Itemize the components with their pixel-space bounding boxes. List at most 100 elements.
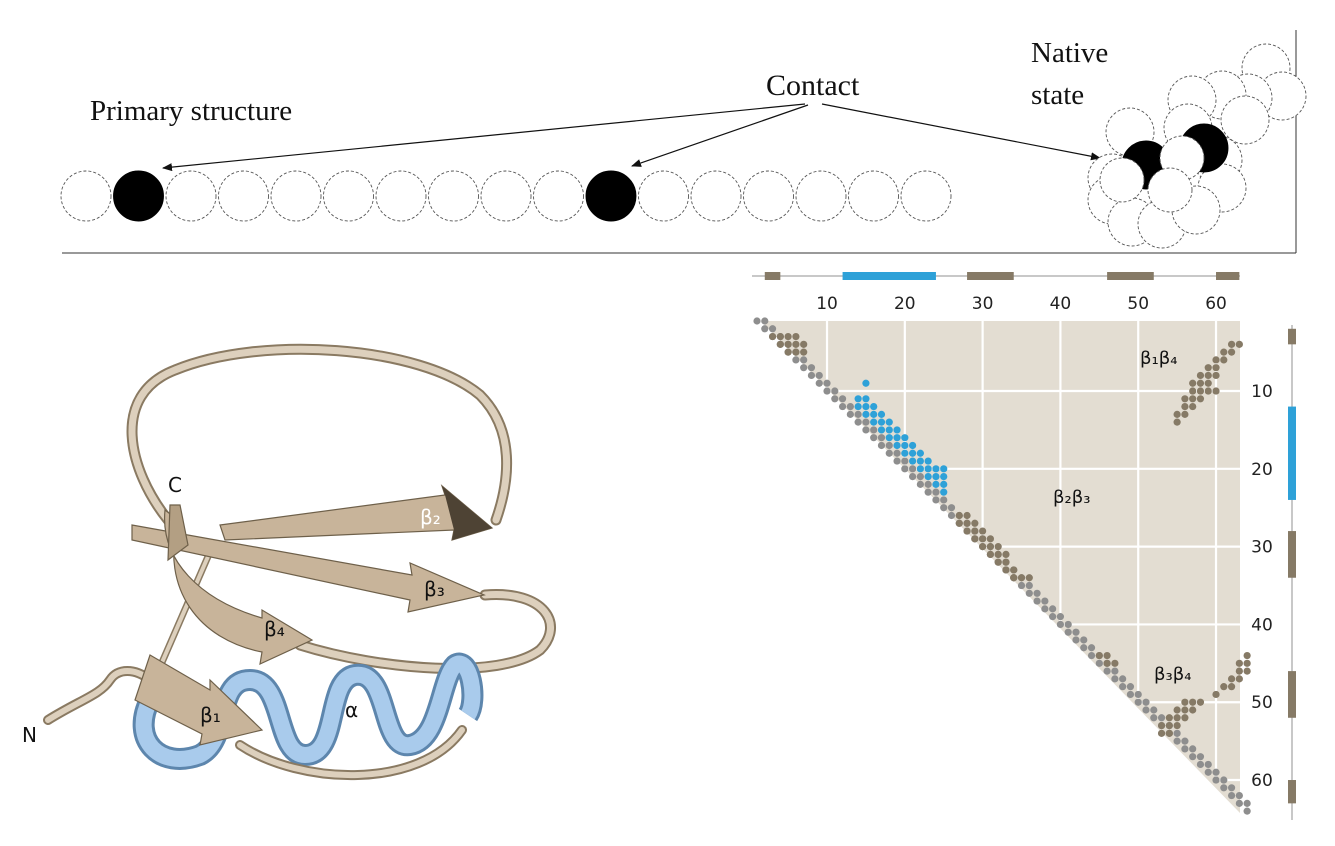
beta-contact-dot — [979, 535, 987, 543]
diagonal-dot — [885, 441, 893, 450]
beta-contact-dot — [1157, 721, 1166, 730]
beta-contact-dot — [1189, 402, 1197, 411]
beta-contact-dot — [1243, 651, 1251, 660]
beta-contact-dot — [768, 332, 777, 341]
diagonal-dot — [862, 418, 870, 426]
beta-contacts — [768, 332, 1251, 737]
residue — [428, 170, 479, 222]
diagonal-dot — [1181, 737, 1189, 745]
beta-contact-dot — [1212, 364, 1220, 372]
contact-label: Contact — [766, 69, 860, 102]
beta-contact-dot — [1204, 379, 1212, 387]
beta-contact-dot — [1243, 667, 1251, 675]
b3b4-label: β₃β₄ — [1154, 664, 1191, 685]
y-tick-label: 30 — [1251, 538, 1273, 558]
beta-contact-dot — [1220, 683, 1228, 691]
helix-contact-dot — [885, 434, 893, 442]
diagonal-dot — [862, 426, 870, 434]
diagonal-dot — [947, 511, 956, 520]
residue — [848, 170, 899, 222]
c-terminus-label: C — [168, 473, 182, 497]
diagonal-dot — [1189, 745, 1197, 753]
helix-contact-dot — [862, 395, 870, 403]
beta-contact-dot — [1196, 387, 1205, 395]
x-tick-label: 30 — [972, 294, 994, 314]
beta-contact-dot — [979, 527, 987, 535]
helix-contact-dot — [940, 473, 948, 481]
beta-contact-dot — [986, 535, 995, 543]
diagonal-dot — [1150, 706, 1158, 714]
arrow-to-native-contact — [821, 103, 1101, 161]
helix-contact-dot — [909, 441, 917, 450]
diagonal-dot — [1243, 807, 1251, 815]
beta-contact-dot — [792, 348, 800, 356]
helix-contact-dot — [893, 426, 901, 434]
diagonal-dot — [815, 371, 823, 380]
diagonal-dot — [753, 317, 761, 325]
diagonal-dot — [924, 488, 932, 496]
c-terminal-tip — [167, 504, 189, 562]
beta-contact-dot — [1212, 371, 1220, 380]
diagonal-dot — [909, 473, 917, 481]
diagonal-dot — [901, 457, 909, 465]
beta-contact-dot — [1103, 651, 1111, 660]
beta-contact-dot — [986, 543, 995, 551]
residue — [900, 170, 952, 222]
diagonal-dot — [1087, 651, 1096, 660]
diagonal-dot — [932, 488, 940, 496]
diagonal-dot — [838, 395, 847, 403]
diagonal-dot — [846, 410, 854, 418]
diagonal-dot — [1041, 605, 1049, 613]
beta-contact-dot — [1235, 675, 1243, 683]
beta-contact-dot — [800, 348, 808, 356]
diagonal-dot — [838, 402, 847, 411]
diagonal-dot — [854, 410, 862, 418]
diagonal-dot — [1243, 799, 1251, 807]
diagonal-dot — [901, 465, 909, 473]
beta-contact-dot — [1181, 410, 1189, 418]
beta-contact-dot — [1181, 714, 1189, 722]
beta-contact-dot — [1204, 371, 1212, 380]
diagonal-dot — [1212, 768, 1220, 776]
beta-contact-dot — [1181, 395, 1189, 403]
strand-beta1 — [134, 654, 264, 746]
beta-contact-dot — [1189, 387, 1197, 395]
beta2-label: β₂ — [420, 505, 441, 529]
diagonal-dot — [940, 496, 948, 504]
diagonal-dot — [831, 387, 839, 395]
helix-contact-dot — [924, 465, 932, 473]
helix-contact-dot — [862, 379, 870, 387]
beta-contact-dot — [1165, 729, 1173, 737]
residue — [218, 170, 269, 222]
helix-contact-dot — [877, 418, 886, 426]
diagonal-dot — [1056, 613, 1065, 621]
diagonal-dot — [1196, 753, 1205, 761]
diagonal-dot — [815, 379, 823, 387]
contact-map-background — [761, 321, 1240, 813]
diagonal-dot — [1087, 644, 1096, 652]
diagonal-dot — [932, 496, 940, 504]
x-tick-label: 10 — [816, 294, 838, 314]
beta-contact-dot — [792, 332, 800, 341]
y-tick-label: 20 — [1251, 460, 1273, 480]
residue — [795, 170, 847, 222]
helix-contact-dot — [877, 426, 886, 434]
helix-contact-dot — [940, 480, 948, 488]
diagonal-dot — [1220, 784, 1228, 792]
beta3-label: β₃ — [424, 577, 445, 601]
diagonal-dot — [1134, 698, 1142, 706]
residue — [480, 170, 532, 222]
diagonal-dot — [893, 449, 901, 457]
beta-contact-dot — [1227, 340, 1236, 348]
x-axis-ticks: 10 20 30 40 50 60 — [816, 294, 1227, 314]
contact-residue — [585, 170, 637, 222]
diagonal-dot — [1173, 729, 1181, 737]
primary-structure-chain — [60, 170, 952, 222]
helix-contact-dot — [924, 473, 932, 481]
beta-contact-dot — [971, 527, 979, 535]
helix-contact-dot — [885, 426, 893, 434]
diagonal-dot — [831, 395, 839, 403]
beta-contact-dot — [1025, 574, 1033, 582]
diagonal-dot — [1080, 644, 1088, 652]
diagonal-dot — [1235, 799, 1243, 807]
